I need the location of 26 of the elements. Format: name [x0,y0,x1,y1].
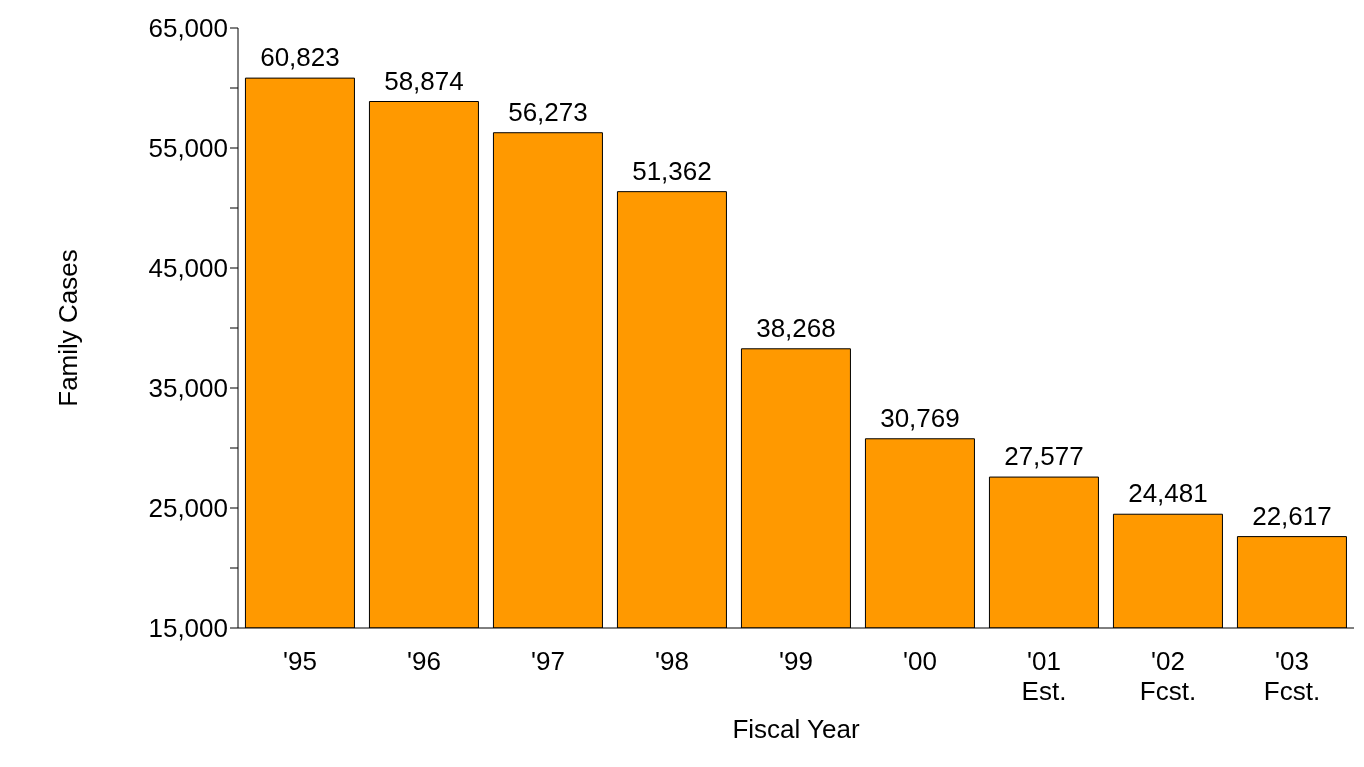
data-label: 38,268 [756,312,836,343]
x-tick-label: '02 Fcst. [1139,646,1197,706]
y-tick-label: 65,000 [148,13,228,44]
x-tick-label: '00 [903,646,937,676]
x-axis-title: Fiscal Year [732,714,860,744]
x-tick-label: '03 Fcst. [1263,646,1321,706]
data-label: 30,769 [880,402,960,433]
data-label: 56,273 [508,96,588,127]
x-tick-label: '01 Est. [1021,646,1067,706]
y-tick-label: 25,000 [148,493,228,524]
x-tick-label: '98 [655,646,689,676]
data-label: 51,362 [632,155,712,186]
x-tick-label: '95 [283,646,317,676]
y-tick-label: 35,000 [148,373,228,404]
data-label: 22,617 [1252,500,1332,531]
x-tick-label: '96 [407,646,441,676]
y-tick-label: 45,000 [148,253,228,284]
data-label: 27,577 [1004,441,1084,472]
x-tick-label: '99 [779,646,813,676]
data-label: 60,823 [260,42,340,73]
y-axis-title: Family Cases [53,249,84,407]
y-tick-label: 55,000 [148,133,228,164]
data-label: 24,481 [1128,478,1208,509]
y-tick-label: 15,000 [148,613,228,644]
x-tick-label: '97 [531,646,565,676]
data-label: 58,874 [384,65,464,96]
